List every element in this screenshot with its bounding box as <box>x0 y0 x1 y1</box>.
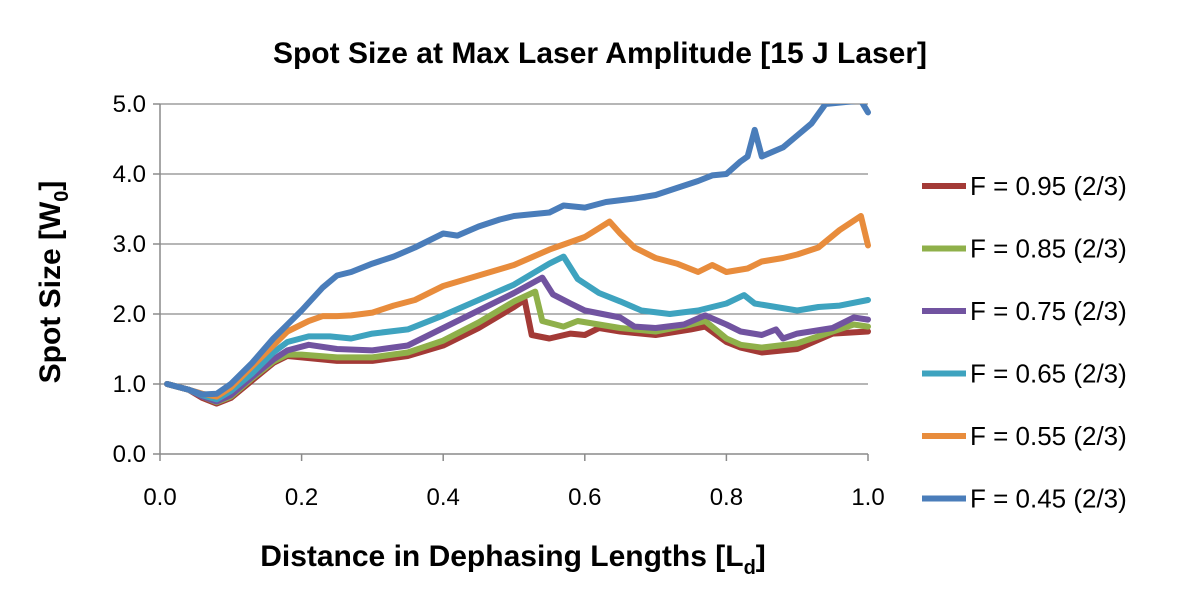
y-tick-label: 0.0 <box>113 441 146 468</box>
y-tick-label: 3.0 <box>113 231 146 258</box>
x-axis-title-end: ] <box>756 540 766 573</box>
legend-item: F = 0.65 (2/3) <box>922 359 1127 389</box>
x-tick-label: 0.4 <box>427 484 460 511</box>
legend-label: F = 0.55 (2/3) <box>970 421 1127 451</box>
x-axis-ticks: 0.0 0.2 0.4 0.6 0.8 1.0 <box>143 454 885 511</box>
legend-label: F = 0.65 (2/3) <box>970 359 1127 389</box>
axes <box>159 104 868 455</box>
legend-item: F = 0.55 (2/3) <box>922 421 1127 451</box>
series-lines <box>164 104 871 407</box>
legend-label: F = 0.45 (2/3) <box>970 484 1127 514</box>
x-axis-title-main: Distance in Dephasing Lengths [L <box>260 540 743 573</box>
chart-title: Spot Size at Max Laser Amplitude [15 J L… <box>273 37 927 70</box>
legend-label: F = 0.75 (2/3) <box>970 296 1127 326</box>
x-axis-title: Distance in Dephasing Lengths [Ld] <box>260 540 766 579</box>
legend-label: F = 0.95 (2/3) <box>970 171 1127 201</box>
y-tick-label: 1.0 <box>113 371 146 398</box>
legend-label: F = 0.85 (2/3) <box>970 234 1127 264</box>
y-axis-title-end: ] <box>34 181 67 191</box>
legend-item: F = 0.85 (2/3) <box>922 234 1127 264</box>
x-tick-label: 0.8 <box>710 484 743 511</box>
y-tick-label: 5.0 <box>113 91 146 118</box>
x-tick-label: 0.2 <box>285 484 318 511</box>
legend: F = 0.95 (2/3) F = 0.85 (2/3) F = 0.75 (2/… <box>922 171 1127 514</box>
y-tick-label: 4.0 <box>113 161 146 188</box>
y-axis-title-sub: 0 <box>51 191 73 202</box>
legend-item: F = 0.45 (2/3) <box>922 484 1127 514</box>
x-tick-label: 0.0 <box>143 484 176 511</box>
y-tick-label: 2.0 <box>113 301 146 328</box>
y-axis-title-main: Spot Size [W <box>34 201 67 383</box>
series-line-4 <box>164 213 871 400</box>
x-axis-title-sub: d <box>744 557 756 579</box>
x-tick-label: 0.6 <box>568 484 601 511</box>
legend-item: F = 0.95 (2/3) <box>922 171 1127 201</box>
legend-item: F = 0.75 (2/3) <box>922 296 1127 326</box>
y-axis-ticks: 0.0 1.0 2.0 3.0 4.0 5.0 <box>113 91 160 468</box>
y-gridlines <box>160 103 868 385</box>
series-line-5 <box>164 104 871 398</box>
series-line-3 <box>164 253 871 403</box>
series-line-2 <box>164 274 871 405</box>
y-axis-title: Spot Size [W0] <box>34 181 73 384</box>
x-tick-label: 1.0 <box>851 484 884 511</box>
